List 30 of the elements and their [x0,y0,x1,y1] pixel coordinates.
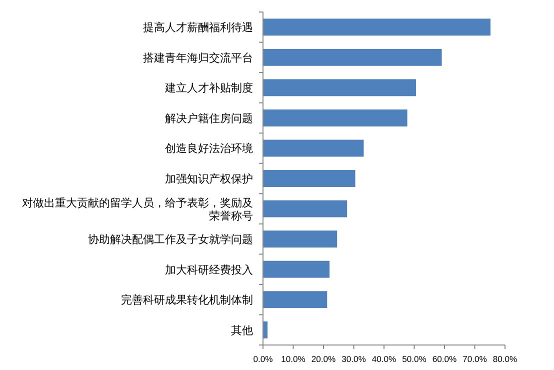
x-tick-label: 70.0% [462,354,488,364]
x-tick-label: 20.0% [311,354,336,364]
y-tick-label: 加大科研经费投入 [165,263,253,276]
x-tick-label: 30.0% [342,354,366,364]
y-tick-label: 其他 [231,324,253,337]
bar [263,230,338,248]
x-tick-label: 60.0% [432,354,458,364]
y-tick-label: 加强知识产权保护 [165,172,253,186]
bar [263,18,490,36]
y-tick-label: 创造良好法治环境 [165,142,253,156]
y-tick-label: 对做出重大贡献的留学人员，给予表彰，奖励及荣誉称号 [22,196,253,222]
x-tick-label: 40.0% [372,354,397,364]
bar [263,140,364,157]
bar [263,170,356,187]
y-tick-label: 提高人才薪酬福利待遇 [143,21,253,34]
x-tick-label: 80.0% [492,354,518,364]
y-tick-label: 解决户籍住房问题 [165,112,253,125]
y-tick-label: 协助解决配偶工作及子女就学问题 [88,233,253,246]
bar [263,260,330,278]
bar [263,291,328,308]
bar [263,109,408,126]
y-tick-label: 完善科研成果转化机制体制 [121,294,253,307]
bar [263,79,416,96]
x-tick-label: 10.0% [281,354,306,364]
y-tick-label: 搭建青年海归交流平台 [143,51,253,64]
x-tick-label: 0.0% [253,354,274,364]
x-tick-label: 50.0% [402,354,427,364]
bar [263,48,442,66]
y-tick-label: 建立人才补贴制度 [164,82,253,95]
bar [263,200,348,218]
